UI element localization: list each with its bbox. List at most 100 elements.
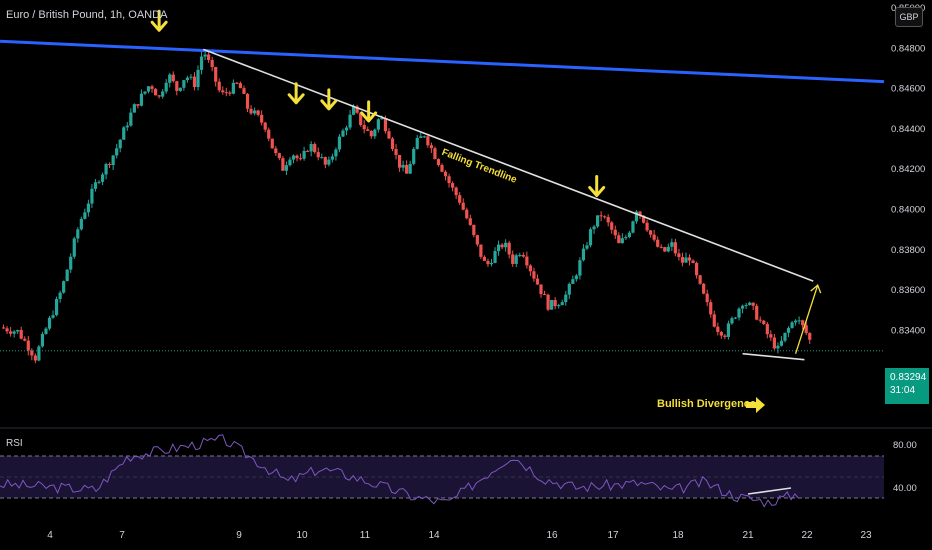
falling-trendline <box>203 48 814 282</box>
candle-body <box>550 299 554 310</box>
candle-body <box>242 88 246 94</box>
time-tick-label: 16 <box>546 530 558 541</box>
candle-body <box>217 81 221 91</box>
candle-body <box>641 215 646 223</box>
blue-resistance-trendline <box>0 39 885 84</box>
candle-body <box>656 239 660 247</box>
candle-body <box>115 148 119 156</box>
current-price-value: 0.83294 <box>890 372 927 383</box>
candle-body <box>207 54 211 61</box>
candle-body <box>733 317 738 319</box>
candle-body <box>762 320 766 325</box>
candle-body <box>652 234 656 240</box>
candle-body <box>58 292 62 299</box>
candle-body <box>585 245 589 249</box>
candle-body <box>284 165 289 171</box>
candle-body <box>458 195 462 203</box>
candle-body <box>790 322 794 328</box>
candle-body <box>723 335 727 337</box>
candle-body <box>373 129 377 137</box>
candle-body <box>808 333 812 340</box>
candle-body <box>624 237 628 239</box>
candle-body <box>79 218 83 230</box>
candle-body <box>638 211 642 216</box>
candle-body <box>663 247 667 252</box>
rsi-tick-label: 40.00 <box>893 483 917 494</box>
candle-body <box>588 229 593 246</box>
candle-body <box>199 56 204 70</box>
candle-body <box>366 129 370 131</box>
annotations-group <box>150 9 822 413</box>
candle-body <box>54 298 59 316</box>
time-tick-label: 11 <box>360 530 371 541</box>
candle-body <box>620 238 624 244</box>
candle-body <box>468 218 472 225</box>
touch-arrow-icon <box>320 88 338 111</box>
candle-body <box>482 256 487 261</box>
time-tick-label: 22 <box>801 530 813 541</box>
candle-body <box>557 305 561 307</box>
rsi-group <box>0 434 800 508</box>
candle-body <box>394 148 398 155</box>
price-tick-label: 0.84400 <box>891 124 925 135</box>
candle-body <box>567 283 571 295</box>
candle-body <box>769 334 773 338</box>
candle-body <box>419 136 423 138</box>
candle-body <box>97 181 101 183</box>
candle-body <box>666 246 670 252</box>
candle-body <box>645 222 649 231</box>
candle-body <box>712 314 716 327</box>
candle-body <box>405 164 409 174</box>
candle-body <box>150 86 154 89</box>
trendlines-group <box>0 39 885 361</box>
candle-body <box>249 108 253 114</box>
currency-button[interactable]: GBP <box>895 7 923 27</box>
candle-body <box>436 159 441 166</box>
candle-body <box>125 125 129 128</box>
candle-body <box>553 299 557 307</box>
candle-body <box>603 216 607 218</box>
candle-body <box>182 80 186 88</box>
candle-body <box>37 346 41 361</box>
candle-body <box>337 136 342 150</box>
candles-group <box>1 49 812 364</box>
candle-body <box>500 244 504 248</box>
candle-body <box>111 155 115 166</box>
time-axis[interactable]: 4 7 9 10 11 14 16 17 18 21 22 23 <box>47 530 872 541</box>
candle-body <box>772 337 776 349</box>
candle-body <box>252 110 257 114</box>
time-tick-label: 23 <box>860 530 872 541</box>
candle-body <box>737 308 741 318</box>
candle-body <box>291 155 296 160</box>
candle-body <box>677 253 681 258</box>
rsi-title: RSI <box>6 438 23 449</box>
candle-body <box>571 279 575 284</box>
candle-body <box>93 182 98 189</box>
candle-body <box>507 242 511 255</box>
candle-body <box>1 327 6 329</box>
candle-body <box>313 144 317 153</box>
candle-body <box>465 209 469 219</box>
candle-body <box>129 112 133 126</box>
candle-body <box>535 278 540 285</box>
candle-body <box>680 257 685 263</box>
candle-body <box>493 251 497 263</box>
candle-body <box>532 271 536 279</box>
candle-body <box>62 281 66 293</box>
right-arrow-icon <box>746 397 765 413</box>
candle-body <box>631 221 635 233</box>
candle-body <box>387 131 391 139</box>
price-axis[interactable]: 0.850000.848000.846000.844000.842000.840… <box>891 3 925 336</box>
candle-body <box>76 229 80 239</box>
price-tick-label: 0.84600 <box>891 84 925 95</box>
candle-body <box>397 154 402 168</box>
candle-body <box>47 317 52 329</box>
candle-body <box>323 157 327 165</box>
candle-body <box>475 235 479 245</box>
candle-body <box>687 257 692 261</box>
candle-body <box>581 248 586 261</box>
rsi-axis: 80.00 40.00 <box>893 440 917 494</box>
time-tick-label: 9 <box>236 530 242 541</box>
candle-body <box>210 60 214 68</box>
